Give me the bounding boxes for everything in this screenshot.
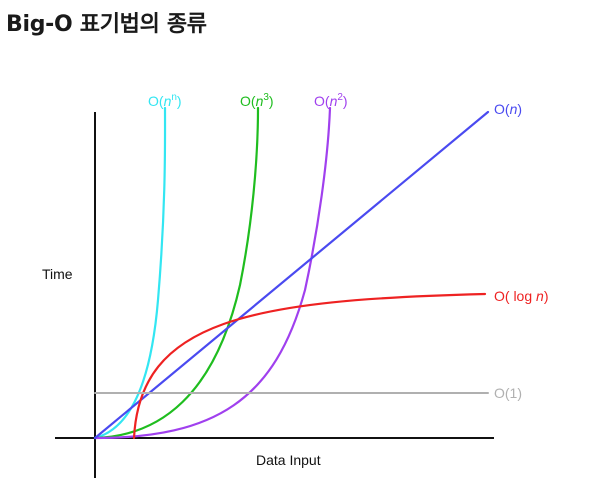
chart-axes (55, 112, 494, 478)
series-label-log: O( log n) (494, 288, 548, 304)
series-line-n (93, 110, 490, 440)
series-line-nn (93, 106, 167, 440)
series-label-n: O(n) (494, 101, 522, 117)
page-title: Big-O 표기법의 종류 (6, 12, 207, 37)
series-label-layer: O(nn) O(n3) O(n2) O(n) O( log n) O(1) (148, 92, 548, 401)
series-line-n3 (93, 106, 260, 440)
series-line-log (132, 292, 487, 440)
series-label-nn: O(nn) (148, 92, 182, 109)
series-label-n3: O(n3) (240, 92, 274, 109)
series-layer (93, 106, 490, 440)
series-label-n2: O(n2) (314, 92, 348, 109)
series-line-n2 (93, 106, 332, 440)
y-axis-label: Time (42, 266, 73, 282)
x-axis-label: Data Input (256, 452, 321, 468)
series-label-const: O(1) (494, 385, 522, 401)
